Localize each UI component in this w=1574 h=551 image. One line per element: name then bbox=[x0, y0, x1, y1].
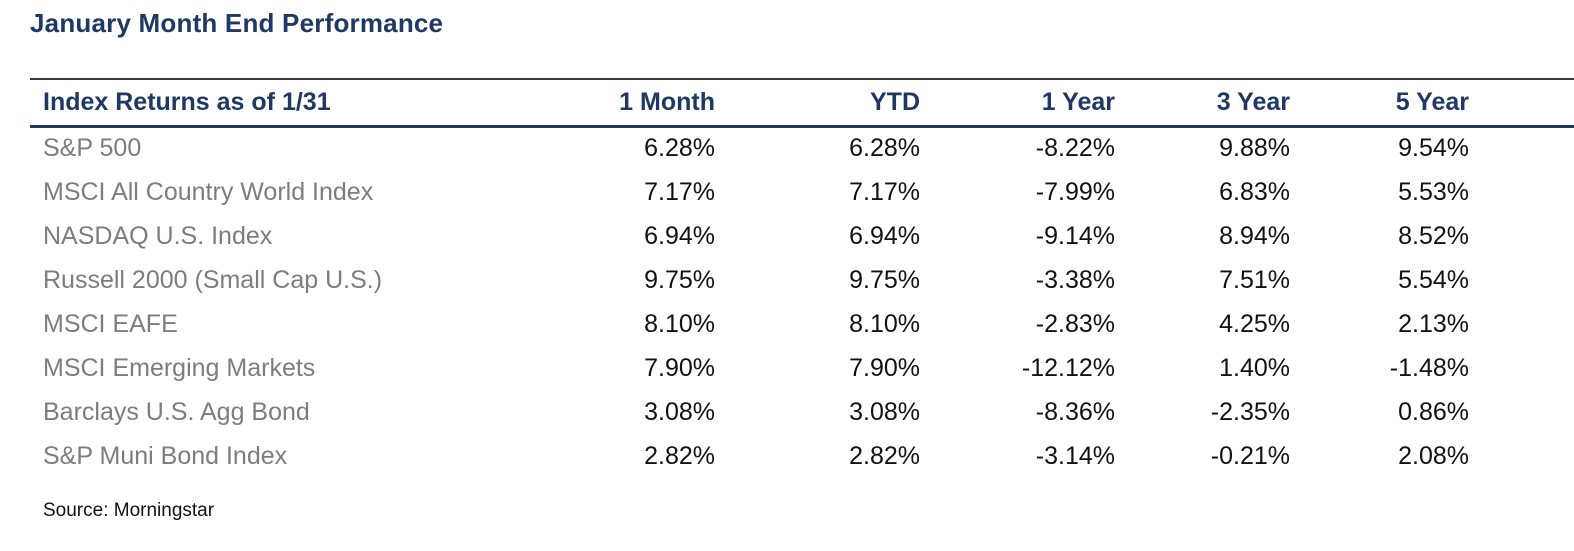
return-value-cell: 1.40% bbox=[1219, 353, 1290, 382]
return-value-cell: 9.75% bbox=[849, 265, 920, 294]
return-value-cell: 8.52% bbox=[1398, 221, 1469, 250]
index-name-cell: NASDAQ U.S. Index bbox=[43, 221, 273, 250]
table-row-sp500: S&P 500 6.28% 6.28% -8.22% 9.88% 9.54% bbox=[30, 126, 1574, 170]
return-value-cell: 7.51% bbox=[1219, 265, 1290, 294]
return-value-cell: 0.86% bbox=[1398, 397, 1469, 426]
index-name-cell: S&P 500 bbox=[43, 134, 142, 163]
return-value-cell: 5.53% bbox=[1398, 177, 1469, 206]
return-value-cell: 2.82% bbox=[849, 441, 920, 470]
table-row-russell-2000: Russell 2000 (Small Cap U.S.) 9.75% 9.75… bbox=[30, 258, 1574, 302]
return-value-cell: 8.10% bbox=[644, 309, 715, 338]
header-1-month: 1 Month bbox=[450, 78, 715, 128]
return-value-cell: 3.08% bbox=[849, 397, 920, 426]
return-value-cell: 3.08% bbox=[644, 397, 715, 426]
header-ytd: YTD bbox=[715, 78, 920, 128]
return-value-cell: 9.75% bbox=[644, 265, 715, 294]
return-value-cell: 6.28% bbox=[644, 134, 715, 163]
return-value-cell: 4.25% bbox=[1219, 309, 1290, 338]
return-value-cell: 8.10% bbox=[849, 309, 920, 338]
source-note: Source: Morningstar bbox=[43, 500, 215, 521]
return-value-cell: -2.35% bbox=[1210, 397, 1290, 426]
table-row-msci-acwi: MSCI All Country World Index 7.17% 7.17%… bbox=[30, 170, 1574, 214]
index-name-cell: S&P Muni Bond Index bbox=[43, 441, 288, 470]
index-name-cell: MSCI All Country World Index bbox=[43, 177, 374, 206]
return-value-cell: 7.17% bbox=[644, 177, 715, 206]
header-index-returns: Index Returns as of 1/31 bbox=[30, 78, 450, 128]
table-row-msci-eafe: MSCI EAFE 8.10% 8.10% -2.83% 4.25% 2.13% bbox=[30, 302, 1574, 346]
table-header-row: Index Returns as of 1/31 1 Month YTD 1 Y… bbox=[30, 78, 1574, 128]
return-value-cell: 8.94% bbox=[1219, 221, 1290, 250]
return-value-cell: -12.12% bbox=[1021, 353, 1115, 382]
index-name-cell: MSCI Emerging Markets bbox=[43, 353, 316, 382]
header-5-year: 5 Year bbox=[1290, 78, 1574, 128]
table-row-nasdaq: NASDAQ U.S. Index 6.94% 6.94% -9.14% 8.9… bbox=[30, 214, 1574, 258]
return-value-cell: -8.22% bbox=[1035, 134, 1115, 163]
table-row-sp-muni-bond: S&P Muni Bond Index 2.82% 2.82% -3.14% -… bbox=[30, 434, 1574, 478]
return-value-cell: 6.28% bbox=[849, 134, 920, 163]
return-value-cell: -8.36% bbox=[1035, 397, 1115, 426]
return-value-cell: -1.48% bbox=[1389, 353, 1469, 382]
return-value-cell: 7.90% bbox=[644, 353, 715, 382]
return-value-cell: -9.14% bbox=[1035, 221, 1115, 250]
return-value-cell: 6.83% bbox=[1219, 177, 1290, 206]
return-value-cell: 5.54% bbox=[1398, 265, 1469, 294]
return-value-cell: -2.83% bbox=[1035, 309, 1115, 338]
index-returns-table: Index Returns as of 1/31 1 Month YTD 1 Y… bbox=[30, 78, 1574, 478]
index-name-cell: MSCI EAFE bbox=[43, 309, 178, 338]
index-name-cell: Barclays U.S. Agg Bond bbox=[43, 397, 310, 426]
page-title: January Month End Performance bbox=[30, 8, 444, 38]
return-value-cell: 6.94% bbox=[644, 221, 715, 250]
return-value-cell: 2.13% bbox=[1398, 309, 1469, 338]
return-value-cell: 7.17% bbox=[849, 177, 920, 206]
return-value-cell: -3.38% bbox=[1035, 265, 1115, 294]
header-1-year: 1 Year bbox=[920, 78, 1115, 128]
return-value-cell: 7.90% bbox=[849, 353, 920, 382]
return-value-cell: -3.14% bbox=[1035, 441, 1115, 470]
index-name-cell: Russell 2000 (Small Cap U.S.) bbox=[43, 265, 383, 294]
return-value-cell: 2.08% bbox=[1398, 441, 1469, 470]
return-value-cell: -7.99% bbox=[1035, 177, 1115, 206]
return-value-cell: 9.54% bbox=[1398, 134, 1469, 163]
table-row-barclays-agg-bond: Barclays U.S. Agg Bond 3.08% 3.08% -8.36… bbox=[30, 390, 1574, 434]
return-value-cell: 2.82% bbox=[644, 441, 715, 470]
header-3-year: 3 Year bbox=[1115, 78, 1290, 128]
return-value-cell: 9.88% bbox=[1219, 134, 1290, 163]
return-value-cell: -0.21% bbox=[1210, 441, 1290, 470]
table-row-msci-emerging-markets: MSCI Emerging Markets 7.90% 7.90% -12.12… bbox=[30, 346, 1574, 390]
return-value-cell: 6.94% bbox=[849, 221, 920, 250]
